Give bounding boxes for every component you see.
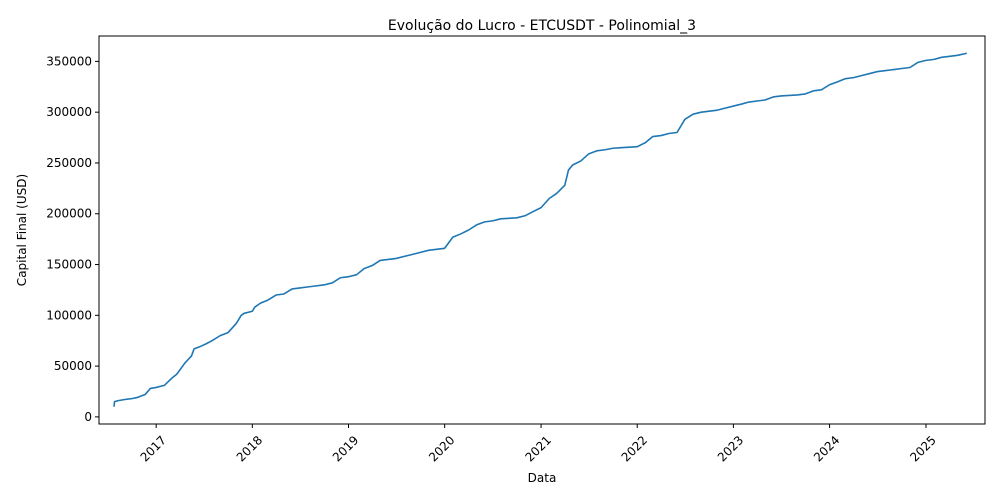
y-tick-label: 50000 [54,359,92,373]
y-tick-label: 200000 [46,207,92,221]
plot-area [113,52,967,407]
y-tick-label: 100000 [46,308,92,322]
y-tick-label: 150000 [46,258,92,272]
y-axis-label: Capital Final (USD) [15,174,29,286]
y-tick-label: 250000 [46,156,92,170]
chart-title: Evolução do Lucro - ETCUSDT - Polinomial… [388,18,696,34]
y-tick-label: 350000 [46,54,92,68]
x-axis-label: Data [528,471,557,485]
series-line [113,52,967,407]
plot-frame [98,35,986,425]
y-axis: 0 50000 100000 150000 200000 250000 300000 3500… [46,54,99,424]
y-tick-label: 300000 [46,105,92,119]
y-tick-label: 0 [84,410,92,424]
